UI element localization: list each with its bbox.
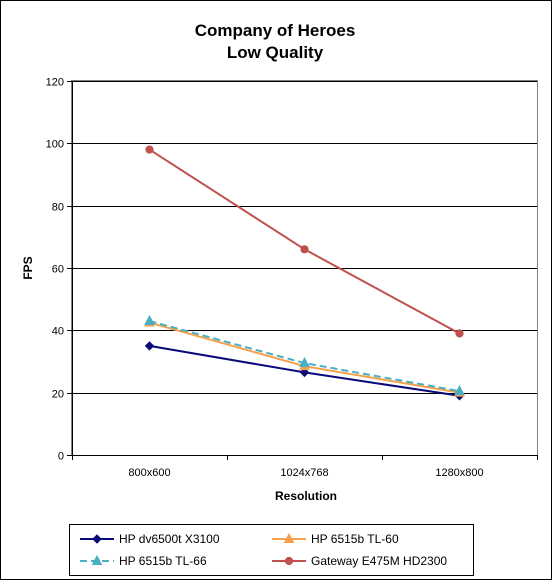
data-point-0-0 <box>144 341 155 351</box>
legend-label-2: HP 6515b TL-66 <box>119 554 207 568</box>
legend-box <box>69 524 474 576</box>
x-tick-label-1024x768: 1024x768 <box>280 467 328 479</box>
x-tick-labels: 800x600 1024x768 1280x800 <box>128 467 483 479</box>
axes <box>67 81 538 460</box>
legend-entry-2: HP 6515b TL-66 <box>80 554 207 568</box>
series-2 <box>144 314 465 396</box>
y-tick-label-60: 60 <box>52 264 64 276</box>
series-0 <box>144 341 465 401</box>
legend-marker-2 <box>91 554 103 565</box>
legend-entry-1: HP 6515b TL-60 <box>272 532 399 546</box>
data-point-2-2 <box>454 385 465 396</box>
legend-label-3: Gateway E475M HD2300 <box>311 554 447 568</box>
chart-subtitle: Low Quality <box>227 43 324 62</box>
y-tick-label-40: 40 <box>52 326 64 338</box>
x-tick-label-1280x800: 1280x800 <box>435 467 483 479</box>
data-point-2-0 <box>144 314 155 325</box>
x-tick-label-800x600: 800x600 <box>128 467 170 479</box>
legend-entry-3: Gateway E475M HD2300 <box>272 554 447 568</box>
series-lines <box>144 145 465 401</box>
y-tick-label-0: 0 <box>58 451 64 463</box>
data-point-0-1 <box>299 367 310 378</box>
legend-marker-1 <box>283 532 295 543</box>
series-3 <box>145 145 464 338</box>
y-tick-label-80: 80 <box>52 202 64 214</box>
legend-marker-0 <box>92 534 102 544</box>
data-point-3-0 <box>145 145 154 154</box>
data-point-2-1 <box>299 356 310 368</box>
legend-entry-0: HP dv6500t X3100 <box>80 532 220 546</box>
y-axis-title: FPS <box>21 256 35 279</box>
y-tick-label-100: 100 <box>46 139 64 151</box>
y-tick-label-120: 120 <box>46 77 64 89</box>
legend-label-0: HP dv6500t X3100 <box>119 532 220 546</box>
x-axis-title: Resolution <box>275 489 337 503</box>
legend: HP dv6500t X3100 HP 6515b TL-60 HP 6515b T… <box>80 532 447 568</box>
y-tick-labels: 0 20 40 60 80 100 120 <box>46 77 64 463</box>
data-point-3-2 <box>455 329 464 338</box>
data-point-3-1 <box>300 245 309 254</box>
chart-title: Company of Heroes <box>195 21 356 40</box>
legend-marker-3 <box>284 556 294 566</box>
y-tick-label-20: 20 <box>52 389 64 401</box>
legend-label-1: HP 6515b TL-60 <box>311 532 399 546</box>
